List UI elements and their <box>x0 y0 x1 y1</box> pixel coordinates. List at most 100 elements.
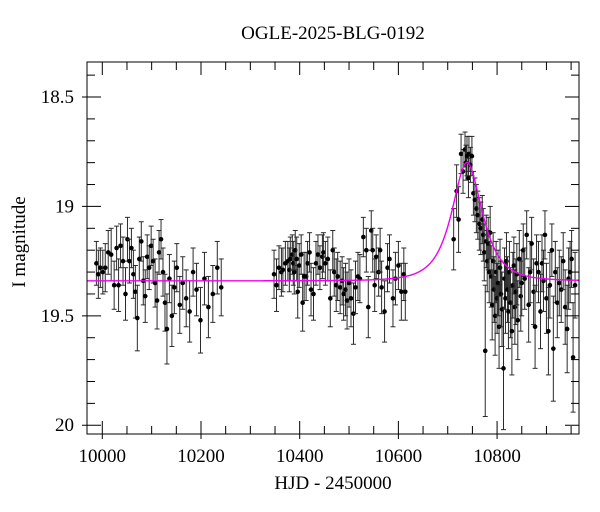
y-tick-label: 18.5 <box>41 87 74 108</box>
data-point <box>123 291 128 297</box>
data-point <box>546 328 551 334</box>
x-tick-label: 10600 <box>375 446 423 467</box>
data-point <box>490 258 496 264</box>
data-point <box>529 241 534 246</box>
data-point <box>522 276 528 281</box>
data-point <box>300 300 305 306</box>
data-point <box>137 256 142 262</box>
data-point <box>542 232 548 238</box>
data-point <box>399 289 404 295</box>
data-point <box>164 326 170 332</box>
data-point <box>507 269 512 275</box>
data-point <box>553 269 558 275</box>
data-point <box>506 309 511 314</box>
data-point <box>469 153 475 159</box>
data-point <box>365 304 371 310</box>
data-point <box>160 269 166 275</box>
data-point <box>341 291 346 297</box>
data-point <box>295 289 301 295</box>
x-tick-label: 10200 <box>177 446 225 467</box>
data-point <box>370 247 376 253</box>
data-point <box>515 317 521 323</box>
x-tick-label: 10000 <box>79 446 127 467</box>
data-point <box>373 254 379 260</box>
x-tick-label: 10800 <box>473 446 521 467</box>
data-point <box>114 245 119 251</box>
data-point <box>532 324 538 330</box>
data-point <box>206 304 211 310</box>
data-point <box>541 278 546 284</box>
data-point <box>562 304 568 310</box>
data-point <box>323 261 328 266</box>
data-point <box>396 263 401 268</box>
data-point <box>305 261 310 266</box>
data-point <box>308 287 314 292</box>
data-point <box>190 269 196 275</box>
data-point <box>390 296 396 301</box>
data-point <box>214 265 220 270</box>
data-point <box>511 263 517 268</box>
data-point <box>177 302 183 308</box>
data-point <box>325 256 331 262</box>
x-tick-label: 10400 <box>276 446 324 467</box>
data-point <box>456 217 461 222</box>
data-point <box>512 304 518 310</box>
data-point <box>458 151 464 157</box>
data-point <box>551 346 556 351</box>
data-point <box>353 285 358 290</box>
plot-frame <box>86 61 580 435</box>
data-point <box>158 236 164 242</box>
data-point <box>198 317 203 323</box>
data-point <box>337 285 343 290</box>
data-point <box>518 293 524 299</box>
data-point <box>183 296 189 301</box>
data-point <box>298 252 304 257</box>
data-point <box>317 265 323 270</box>
data-point <box>94 261 99 266</box>
data-point <box>187 309 192 314</box>
data-point <box>564 326 570 332</box>
data-point <box>111 282 117 288</box>
data-point <box>135 315 140 321</box>
data-point <box>486 269 492 275</box>
data-point <box>331 269 337 275</box>
data-point <box>138 239 144 244</box>
y-tick-label: 19 <box>55 196 74 217</box>
data-point <box>569 256 574 262</box>
data-point <box>194 287 199 292</box>
data-point <box>481 250 487 255</box>
data-point <box>527 269 533 275</box>
data-point <box>497 265 503 270</box>
data-point <box>327 296 333 301</box>
data-point <box>344 298 350 303</box>
data-point <box>120 258 126 264</box>
data-point <box>202 276 207 281</box>
data-point <box>169 313 175 319</box>
data-point <box>509 328 515 334</box>
data-point <box>287 267 292 273</box>
data-point <box>172 285 177 290</box>
data-point <box>100 269 106 275</box>
data-point <box>379 285 384 290</box>
data-point <box>526 302 531 308</box>
data-point <box>294 256 300 262</box>
y-tick-label: 19.5 <box>41 306 74 327</box>
data-point <box>377 247 383 253</box>
data-point <box>131 271 136 277</box>
data-point <box>503 296 508 301</box>
data-point <box>385 265 390 270</box>
data-point <box>146 265 152 270</box>
data-point <box>544 296 549 301</box>
data-point <box>321 250 326 255</box>
data-point <box>361 234 366 240</box>
data-point <box>451 236 456 242</box>
data-point <box>570 355 576 360</box>
data-point <box>102 265 108 270</box>
data-point <box>280 267 286 273</box>
data-point <box>144 254 150 260</box>
data-point <box>519 280 525 286</box>
data-point <box>387 256 392 262</box>
data-point <box>150 258 156 264</box>
data-point <box>307 250 312 255</box>
data-point <box>501 366 506 371</box>
